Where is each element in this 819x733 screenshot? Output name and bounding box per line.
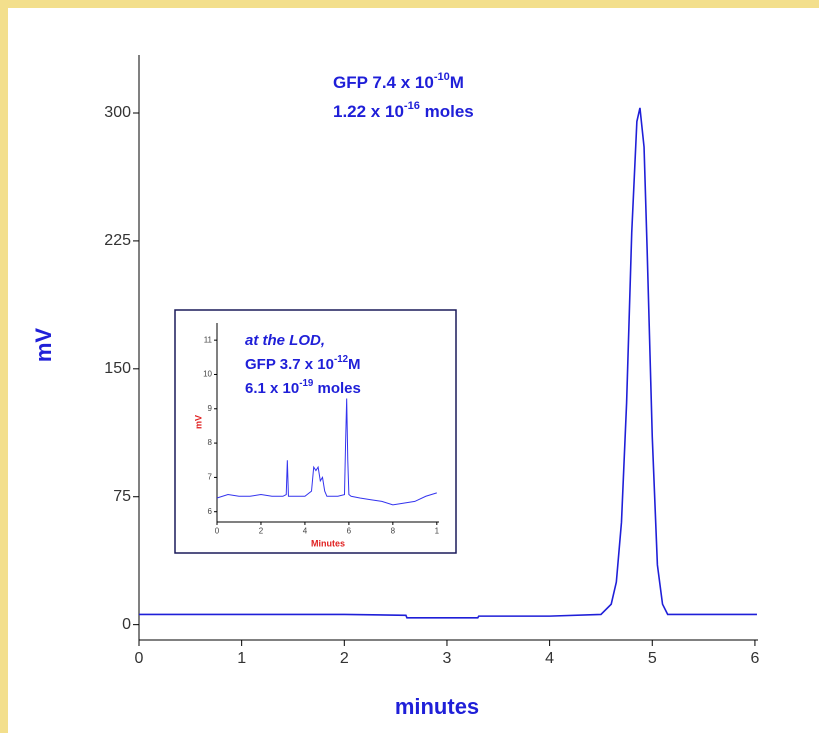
x-tick-label: 1 [435,527,440,536]
y-tick-label: 11 [204,335,213,344]
annotation-superscript: -10 [434,71,450,83]
annotation-text: moles [313,380,361,397]
x-tick-label: 4 [545,650,554,667]
x-tick-label: 0 [135,650,144,667]
y-tick-label: 10 [203,370,212,379]
y-axis-label: mV [193,415,203,429]
x-tick-label: 2 [340,650,349,667]
x-tick-label: 0 [215,527,220,536]
annotation-text: GFP 7.4 x 10 [333,73,434,92]
x-axis-label: minutes [395,694,479,719]
annotation-text: 1.22 x 10 [333,102,404,121]
x-tick-label: 3 [443,650,452,667]
annotation-text: GFP 3.7 x 10 [245,356,334,373]
x-tick-label: 8 [391,527,396,536]
inset-frame [174,309,457,554]
data-line [139,107,757,619]
y-axis-label: mV [31,328,56,363]
annotation-text: M [348,356,361,373]
y-tick-label: 225 [104,232,131,249]
annotation: 6.1 x 10-19 moles [245,378,361,397]
y-tick-label: 75 [113,488,131,505]
y-tick-label: 9 [208,404,213,413]
annotation: GFP 3.7 x 10-12M [245,354,361,373]
x-tick-label: 1 [237,650,246,667]
annotation: 1.22 x 10-16 moles [333,100,474,121]
y-tick-label: 300 [104,104,131,121]
y-tick-label: 8 [208,438,213,447]
annotation-text: moles [420,102,474,121]
annotation-text: M [450,73,464,92]
annotation-superscript: -19 [299,378,314,389]
x-tick-label: 6 [750,650,759,667]
annotation-superscript: -12 [334,354,349,365]
data-line [216,398,437,506]
x-tick-label: 2 [259,527,264,536]
y-tick-label: 0 [122,616,131,633]
x-tick-label: 5 [648,650,657,667]
annotation-text: at the LOD, [245,332,325,349]
annotation-text: 6.1 x 10 [245,380,299,397]
y-tick-label: 7 [208,473,213,482]
y-tick-label: 6 [208,507,213,516]
x-axis-label: Minutes [311,538,345,548]
annotation-superscript: -16 [404,100,420,112]
x-tick-label: 6 [347,527,352,536]
annotation: at the LOD, [245,332,325,349]
x-tick-label: 4 [303,527,308,536]
y-tick-label: 150 [104,360,131,377]
annotation: GFP 7.4 x 10-10M [333,71,464,92]
